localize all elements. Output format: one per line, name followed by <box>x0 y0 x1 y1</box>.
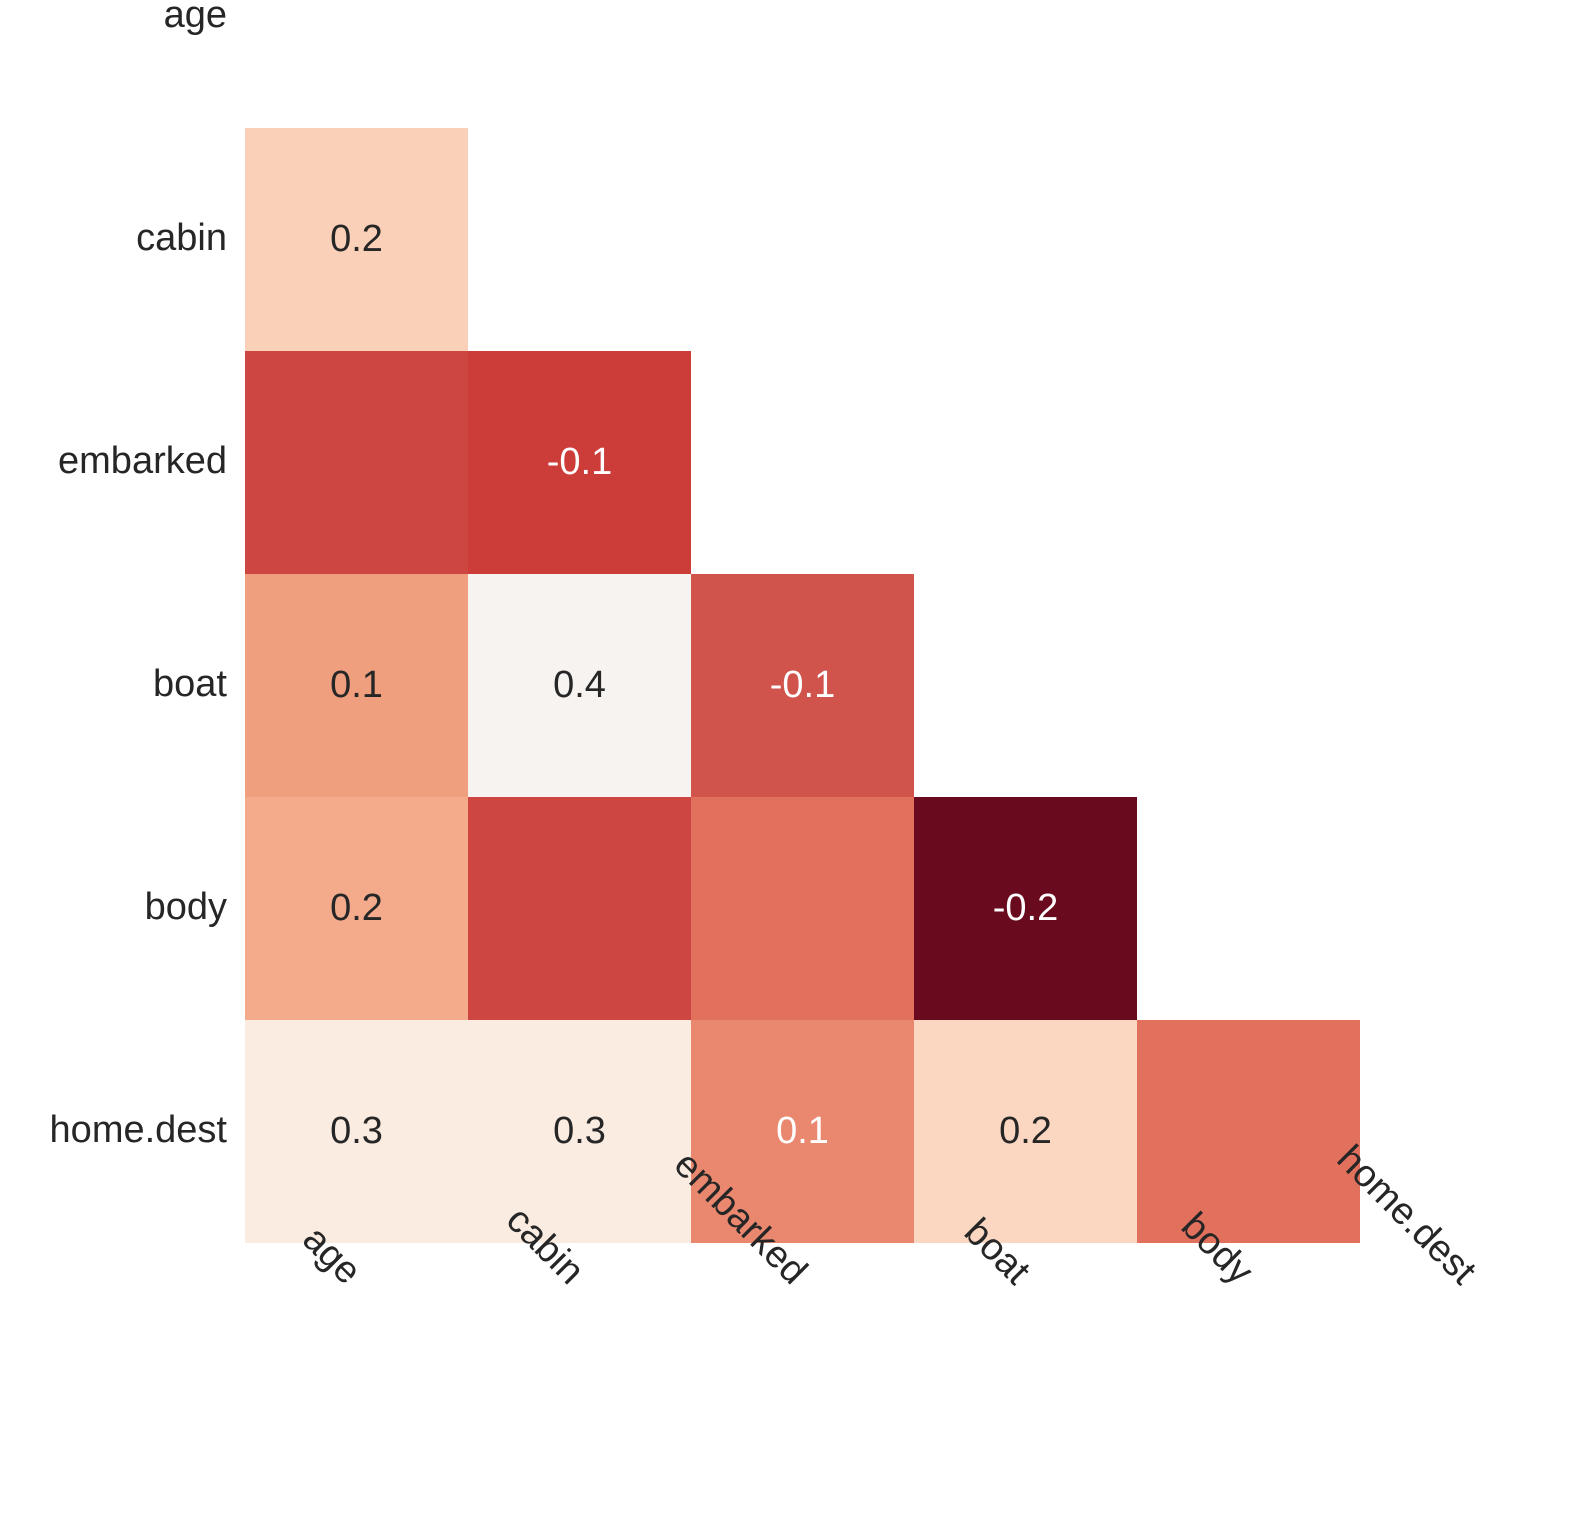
heatmap-grid: 0.2 -0.1 0.1 0.4 -0.1 0.2 -0.2 0.3 0.3 0.1 0.2 <box>245 0 1583 1243</box>
heatmap-cell <box>1137 128 1360 351</box>
heatmap-cell <box>914 574 1137 797</box>
heatmap-cell <box>1137 1020 1360 1243</box>
heatmap-cell <box>691 797 914 1020</box>
y-axis-label: embarked <box>58 440 227 483</box>
cell-value: 0.2 <box>330 218 383 261</box>
cell-value: 0.3 <box>553 1110 606 1153</box>
heatmap-cell <box>468 797 691 1020</box>
cell-value: 0.2 <box>999 1110 1052 1153</box>
y-axis-label: boat <box>153 663 227 706</box>
heatmap-cell: 0.2 <box>245 128 468 351</box>
heatmap-cell <box>1360 0 1583 128</box>
y-axis-label: body <box>145 886 227 929</box>
cell-value: 0.4 <box>553 664 606 707</box>
heatmap-cell: 0.3 <box>245 1020 468 1243</box>
y-axis-label: cabin <box>136 217 227 260</box>
heatmap-cell <box>1137 351 1360 574</box>
heatmap-cell: -0.2 <box>914 797 1137 1020</box>
heatmap-cell <box>245 351 468 574</box>
cell-value: -0.2 <box>993 887 1058 930</box>
heatmap-cell <box>1360 351 1583 574</box>
heatmap-cell <box>468 0 691 128</box>
heatmap-cell: 0.3 <box>468 1020 691 1243</box>
y-axis-label: home.dest <box>50 1109 227 1152</box>
heatmap-cell <box>1360 128 1583 351</box>
heatmap-cell <box>1137 0 1360 128</box>
heatmap-cell: 0.2 <box>245 797 468 1020</box>
heatmap-cell <box>691 351 914 574</box>
cell-value: 0.3 <box>330 1110 383 1153</box>
heatmap-cell <box>691 0 914 128</box>
heatmap-cell <box>1137 574 1360 797</box>
heatmap-cell: 0.2 <box>914 1020 1137 1243</box>
y-axis-label: age <box>164 0 227 37</box>
cell-value: 0.1 <box>330 664 383 707</box>
cell-value: 0.1 <box>776 1110 829 1153</box>
heatmap-cell <box>1360 797 1583 1020</box>
heatmap-cell <box>468 128 691 351</box>
correlation-heatmap: 0.2 -0.1 0.1 0.4 -0.1 0.2 -0.2 0.3 0.3 0.1 0.2 age… <box>0 0 1584 1537</box>
cell-value: -0.1 <box>547 441 612 484</box>
heatmap-cell <box>245 0 468 128</box>
heatmap-cell <box>1137 797 1360 1020</box>
heatmap-cell <box>1360 574 1583 797</box>
cell-value: 0.2 <box>330 887 383 930</box>
heatmap-cell <box>914 0 1137 128</box>
heatmap-cell: -0.1 <box>468 351 691 574</box>
heatmap-cell: 0.1 <box>245 574 468 797</box>
heatmap-cell <box>914 128 1137 351</box>
heatmap-cell <box>914 351 1137 574</box>
cell-value: -0.1 <box>770 664 835 707</box>
heatmap-cell: -0.1 <box>691 574 914 797</box>
heatmap-cell <box>691 128 914 351</box>
heatmap-cell: 0.4 <box>468 574 691 797</box>
